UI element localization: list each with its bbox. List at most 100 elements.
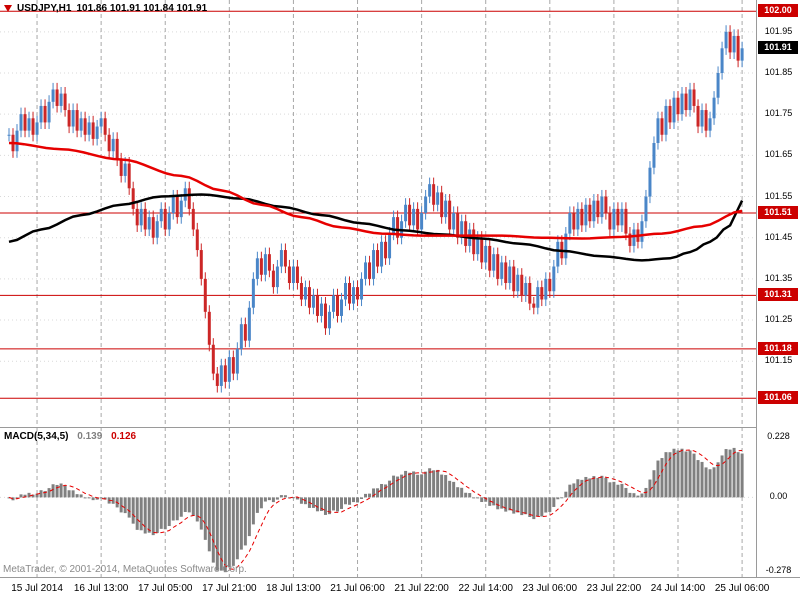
macd-signal-line (8, 449, 743, 570)
macd-histogram-bar (243, 497, 247, 546)
copyright-credit: MetaTrader, © 2001-2014, MetaQuotes Soft… (3, 564, 247, 575)
candle-body (335, 295, 339, 316)
price-tick-label: 101.25 (764, 314, 793, 325)
candle-body (584, 204, 588, 226)
candle-body (291, 266, 295, 283)
macd-histogram-bar (167, 497, 171, 527)
candle-body (127, 163, 131, 189)
candle-body (151, 217, 155, 238)
macd-histogram-bar (211, 497, 215, 563)
candle-body (708, 118, 712, 131)
candle-body (692, 89, 696, 106)
candle-body (380, 241, 384, 267)
price-axis[interactable]: 101.95 101.85 101.75 101.65 101.55 101.45 101.… (756, 0, 800, 577)
macd-histogram-bar (79, 494, 83, 498)
candle-body (55, 89, 59, 106)
candle-body (568, 213, 572, 234)
candle-body (580, 208, 584, 226)
macd-histogram-bar (271, 497, 275, 503)
macd-histogram-bar (135, 497, 139, 530)
candle-body (384, 241, 388, 259)
symbol-period-label: USDJPY,H1 (17, 3, 72, 14)
candle-body (75, 110, 79, 131)
candle-body (348, 283, 352, 304)
macd-histogram-bar (456, 487, 460, 498)
macd-histogram-bar (360, 497, 364, 500)
macd-histogram-bar (464, 492, 468, 498)
candle-body (67, 110, 71, 127)
candle-body (632, 229, 636, 246)
candle-body (528, 283, 532, 304)
macd-histogram-bar (380, 483, 384, 498)
macd-histogram-bar (175, 497, 179, 521)
candle-body (63, 93, 67, 111)
price-tick-label: 101.35 (764, 272, 793, 283)
macd-histogram-bar (448, 480, 452, 498)
candle-body (620, 208, 624, 226)
candle-body (83, 118, 87, 135)
candle-body (247, 307, 251, 341)
candle-body (524, 283, 528, 296)
macd-histogram-bar (680, 448, 684, 498)
candle-body (219, 365, 223, 386)
candle-body (131, 188, 135, 209)
macd-histogram-bar (123, 497, 127, 514)
macd-histogram-bar (319, 497, 323, 512)
macd-histogram-bar (163, 497, 167, 530)
candle-body (716, 73, 720, 98)
candle-body (724, 31, 728, 49)
candle-body (163, 208, 167, 230)
macd-histogram-bar (540, 497, 544, 517)
macd-histogram-bar (239, 497, 243, 550)
candle-body (720, 48, 724, 73)
candle-body (460, 221, 464, 238)
candle-body (688, 89, 692, 111)
macd-histogram-bar (396, 476, 400, 498)
macd-histogram-bar (400, 474, 404, 498)
candle-body (396, 217, 400, 238)
macd-histogram-bar (323, 497, 327, 515)
macd-histogram-bar (536, 497, 540, 517)
candle-body (43, 105, 47, 123)
macd-histogram-bar (331, 497, 335, 511)
candle-body (139, 208, 143, 226)
time-axis-label: 23 Jul 22:00 (586, 583, 642, 594)
macd-histogram-bar (612, 481, 616, 498)
candle-body (235, 348, 239, 374)
candle-body (344, 283, 348, 300)
candle-body (368, 262, 372, 279)
macd-histogram-bar (496, 497, 500, 510)
macd-histogram-bar (416, 474, 420, 498)
macd-histogram-bar (684, 451, 688, 498)
time-axis[interactable]: 15 Jul 2014 16 Jul 13:00 17 Jul 05:00 17 Ju… (0, 577, 800, 600)
macd-histogram-bar (127, 497, 131, 518)
candle-body (448, 200, 452, 230)
candle-body (295, 266, 299, 283)
macd-histogram-bar (231, 497, 235, 566)
candle-body (327, 311, 331, 329)
macd-histogram-bar (227, 497, 231, 568)
macd-histogram-bar (428, 468, 432, 498)
macd-histogram-bar (440, 474, 444, 498)
candle-body (39, 105, 43, 123)
macd-histogram-bar (572, 483, 576, 498)
panel-separator[interactable] (0, 427, 800, 428)
macd-histogram-bar (728, 449, 732, 498)
macd-histogram-bar (356, 497, 360, 503)
candle-body (23, 114, 27, 131)
macd-histogram-bar (560, 497, 564, 499)
macd-histogram-bar (263, 497, 267, 502)
candle-body (428, 184, 432, 197)
candle-body (696, 105, 700, 127)
candle-body (668, 105, 672, 123)
macd-histogram-bar (596, 477, 600, 498)
candle-body (416, 208, 420, 230)
candle-body (187, 188, 191, 209)
macd-histogram-bar (364, 493, 368, 498)
macd-histogram-bar (552, 497, 556, 507)
macd-histogram-bar (500, 497, 504, 509)
candle-body (472, 229, 476, 255)
macd-histogram-bar (199, 497, 203, 530)
candle-body (540, 287, 544, 300)
